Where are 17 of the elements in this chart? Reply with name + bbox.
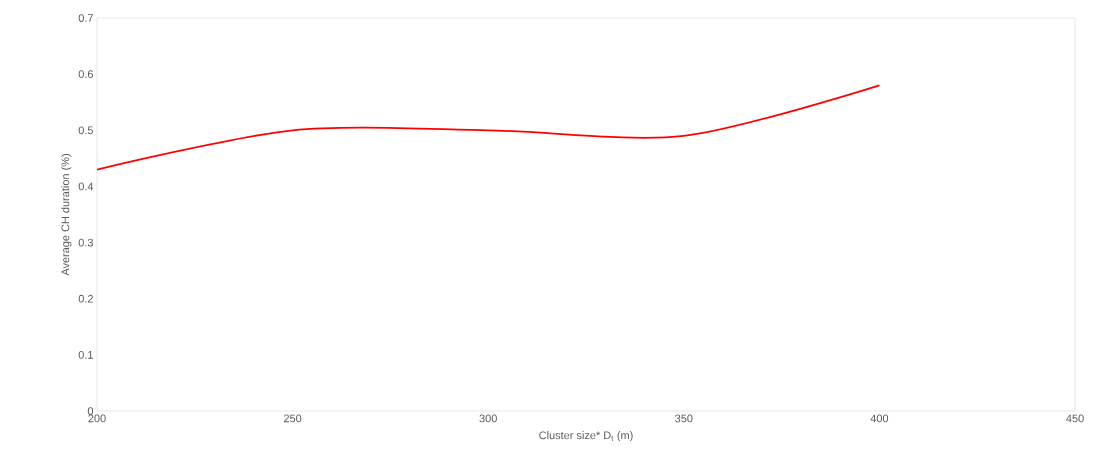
y-tick-label: 0.7 bbox=[78, 14, 93, 22]
x-tick-label: 200 bbox=[88, 414, 106, 423]
x-tick-label: 250 bbox=[284, 414, 302, 423]
x-axis-title: Cluster size* D$_{t}$ (m) bbox=[539, 431, 633, 442]
y-tick-label: 0.6 bbox=[78, 70, 93, 79]
y-tick-label: 0.1 bbox=[78, 350, 93, 359]
x-tick-label: 450 bbox=[1066, 414, 1084, 423]
y-tick-label: 0.3 bbox=[78, 238, 93, 247]
y-tick-label: 0.4 bbox=[78, 182, 94, 191]
x-tick-label: 350 bbox=[675, 414, 693, 423]
y-tick-label: 0.5 bbox=[78, 126, 94, 135]
y-tick-label: 0 bbox=[87, 407, 94, 415]
y-tick-label: 0.2 bbox=[78, 294, 93, 303]
line-series bbox=[97, 84, 881, 171]
y-axis-title: Average CH duration (%) bbox=[61, 154, 72, 276]
x-tick-label: 400 bbox=[870, 414, 889, 423]
x-tick-label: 300 bbox=[479, 414, 497, 423]
